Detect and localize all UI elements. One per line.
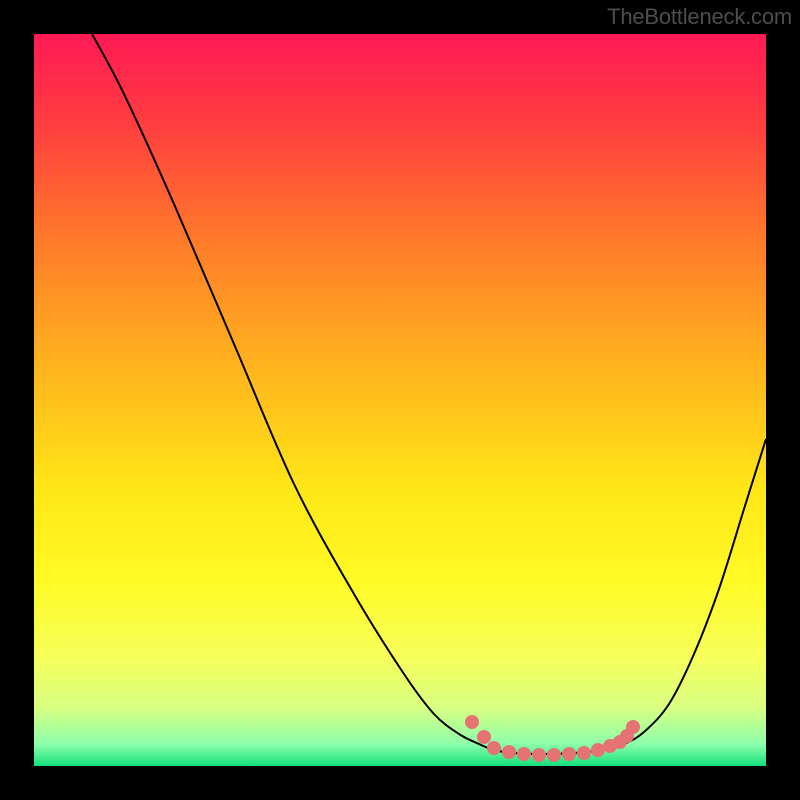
optimal-point-marker: [547, 748, 561, 762]
chart-frame: TheBottleneck.com: [0, 0, 800, 800]
optimal-point-marker: [465, 715, 479, 729]
optimal-point-marker: [577, 746, 591, 760]
optimal-point-marker: [487, 741, 501, 755]
optimal-point-marker: [502, 745, 516, 759]
watermark-text: TheBottleneck.com: [607, 4, 792, 30]
optimal-point-marker: [626, 720, 640, 734]
optimal-point-marker: [517, 747, 531, 761]
optimal-point-marker: [591, 743, 605, 757]
bottleneck-chart: [0, 0, 800, 800]
optimal-point-marker: [562, 747, 576, 761]
gradient-plot-area: [34, 34, 766, 766]
optimal-point-marker: [532, 748, 546, 762]
optimal-point-marker: [477, 730, 491, 744]
